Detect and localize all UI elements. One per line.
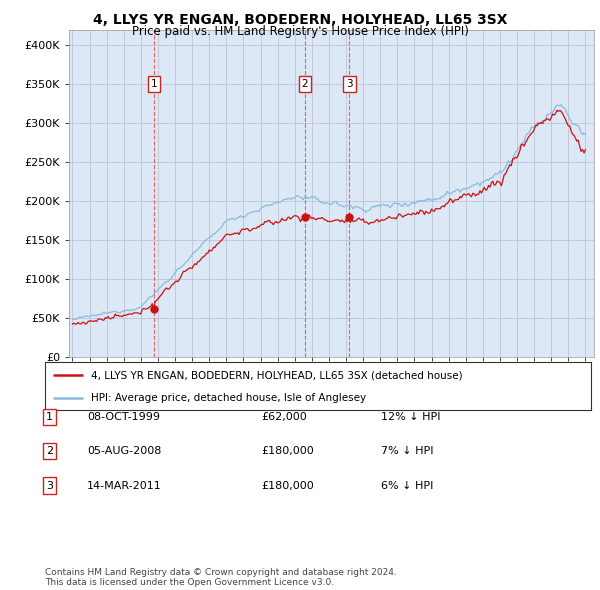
Text: 2: 2 [302,79,308,89]
Text: 1: 1 [151,79,157,89]
Text: £180,000: £180,000 [261,481,314,490]
Text: £62,000: £62,000 [261,412,307,422]
Text: 12% ↓ HPI: 12% ↓ HPI [381,412,440,422]
Text: 05-AUG-2008: 05-AUG-2008 [87,447,161,456]
Text: 2: 2 [46,447,53,456]
Text: 3: 3 [346,79,353,89]
Text: 4, LLYS YR ENGAN, BODEDERN, HOLYHEAD, LL65 3SX (detached house): 4, LLYS YR ENGAN, BODEDERN, HOLYHEAD, LL… [91,370,463,380]
Text: 1: 1 [46,412,53,422]
Text: 14-MAR-2011: 14-MAR-2011 [87,481,162,490]
Text: 08-OCT-1999: 08-OCT-1999 [87,412,160,422]
Text: £180,000: £180,000 [261,447,314,456]
Text: Contains HM Land Registry data © Crown copyright and database right 2024.
This d: Contains HM Land Registry data © Crown c… [45,568,397,587]
Text: 4, LLYS YR ENGAN, BODEDERN, HOLYHEAD, LL65 3SX: 4, LLYS YR ENGAN, BODEDERN, HOLYHEAD, LL… [93,13,507,27]
Text: Price paid vs. HM Land Registry's House Price Index (HPI): Price paid vs. HM Land Registry's House … [131,25,469,38]
Text: 7% ↓ HPI: 7% ↓ HPI [381,447,433,456]
Text: HPI: Average price, detached house, Isle of Anglesey: HPI: Average price, detached house, Isle… [91,393,367,403]
Text: 3: 3 [46,481,53,490]
Text: 6% ↓ HPI: 6% ↓ HPI [381,481,433,490]
